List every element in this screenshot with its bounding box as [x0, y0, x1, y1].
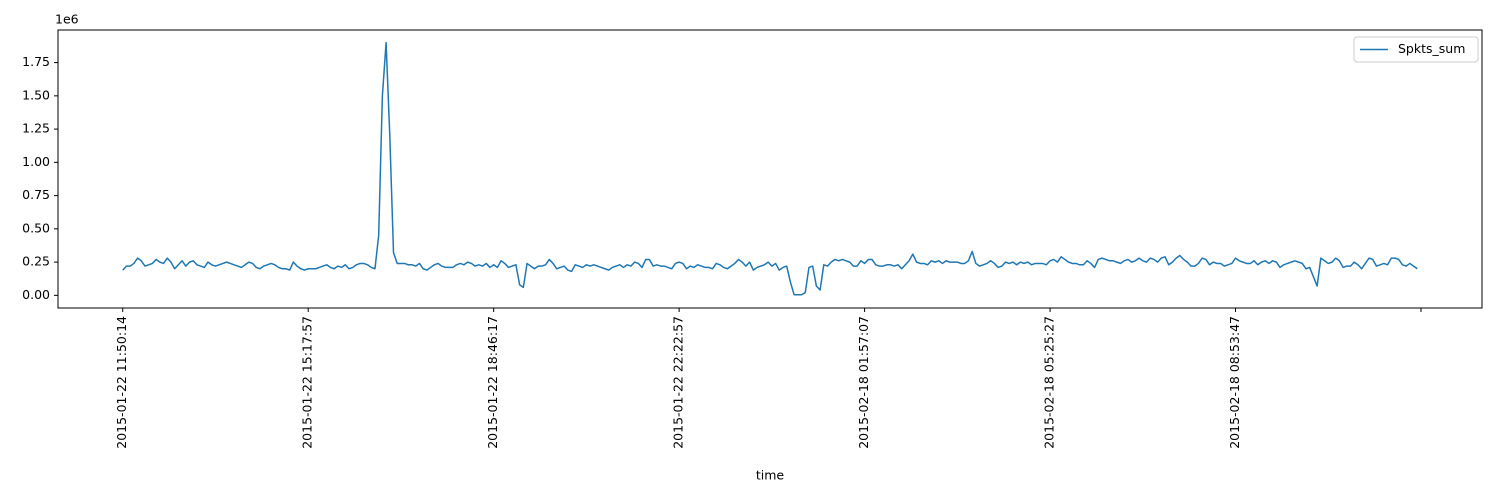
x-tick-label: 2015-01-22 18:46:17 [485, 316, 500, 449]
y-tick-label: 0.50 [22, 220, 50, 235]
legend-box [1353, 36, 1479, 63]
plot-frame [57, 29, 1483, 309]
y-tick-label: 1.75 [22, 54, 50, 69]
x-tick-label: 2015-02-18 01:57:07 [856, 316, 871, 449]
y-tick-label: 0.75 [22, 187, 50, 202]
y-tick-label: 1.25 [22, 121, 50, 136]
x-tick-label: 2015-01-22 22:22:57 [671, 316, 686, 449]
y-tick-label: 1.50 [22, 87, 50, 102]
x-tick-label: 2015-02-18 05:25:27 [1042, 316, 1057, 449]
legend-label: Spkts_sum [1398, 41, 1465, 56]
x-tick-label: 2015-02-18 08:53:47 [1227, 316, 1242, 449]
y-offset-label: 1e6 [55, 12, 79, 27]
x-axis-label: time [756, 468, 785, 483]
x-tick-label: 2015-01-22 15:17:57 [300, 316, 315, 449]
data-line [122, 41, 1418, 296]
x-tick-label: 2015-01-22 11:50:14 [114, 316, 129, 449]
y-tick-label: 0.25 [22, 254, 50, 269]
y-tick-label: 1.00 [22, 154, 50, 169]
y-tick-label: 0.00 [22, 287, 50, 302]
